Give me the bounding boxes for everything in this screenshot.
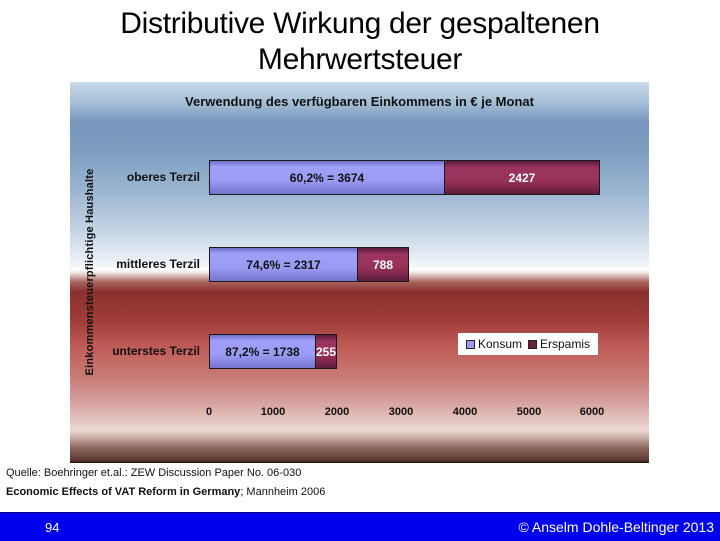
copyright-notice: © Anselm Dohle-Beltinger 2013 [518, 519, 714, 535]
category-label-mittleres-terzil: mittleres Terzil [116, 257, 200, 271]
chart-legend: Konsum Erspamis [458, 333, 598, 355]
bar-segment-konsum: 60,2% = 3674 [210, 161, 445, 194]
bar-segment-erspamis: 788 [358, 248, 408, 281]
x-tick-6000: 6000 [579, 406, 605, 418]
x-tick-2000: 2000 [324, 406, 350, 418]
x-tick-4000: 4000 [452, 406, 478, 418]
bar-mittleres-terzil: 74,6% = 2317 788 [209, 247, 409, 282]
slide-footer: 94 © Anselm Dohle-Beltinger 2013 [0, 512, 720, 541]
bar-oberes-terzil: 60,2% = 3674 2427 [209, 160, 600, 195]
legend-swatch-erspamis [528, 339, 537, 349]
x-tick-1000: 1000 [260, 406, 286, 418]
x-tick-0: 0 [205, 406, 213, 418]
source-line-2: Economic Effects of VAT Reform in German… [6, 483, 325, 502]
page-number: 94 [45, 520, 60, 535]
slide-title-line-1: Distributive Wirkung der gespaltenen [120, 7, 600, 40]
bar-segment-konsum: 87,2% = 1738 [210, 335, 316, 368]
legend-label-erspamis: Erspamis [540, 337, 591, 351]
bar-segment-erspamis: 255 [315, 335, 336, 368]
category-label-unterstes-terzil: unterstes Terzil [112, 344, 200, 358]
legend-swatch-konsum [465, 339, 475, 349]
legend-item-konsum: Konsum [465, 337, 522, 351]
source-citation: Quelle: Boehringer et.al.: ZEW Discussio… [6, 464, 325, 502]
bar-segment-erspamis: 2427 [445, 161, 599, 194]
bar-segment-konsum: 74,6% = 2317 [210, 248, 358, 281]
slide-title-line-2: Mehrwertsteuer [257, 43, 463, 76]
chart-title: Verwendung des verfügbaren Einkommens in… [185, 94, 534, 109]
x-tick-5000: 5000 [516, 406, 542, 418]
stacked-bar-chart: Verwendung des verfügbaren Einkommens in… [70, 82, 649, 463]
legend-item-erspamis: Erspamis [528, 337, 590, 351]
source-title: Economic Effects of VAT Reform in German… [6, 486, 241, 498]
source-line-1: Quelle: Boehringer et.al.: ZEW Discussio… [6, 467, 302, 479]
source-place-year: ; Mannheim 2006 [240, 486, 326, 498]
slide-title: Distributive Wirkung der gespaltenen Meh… [0, 6, 720, 78]
x-tick-3000: 3000 [388, 406, 414, 418]
category-label-oberes-terzil: oberes Terzil [126, 170, 200, 184]
legend-label-konsum: Konsum [477, 337, 522, 351]
bar-unterstes-terzil: 87,2% = 1738 255 [209, 334, 337, 369]
